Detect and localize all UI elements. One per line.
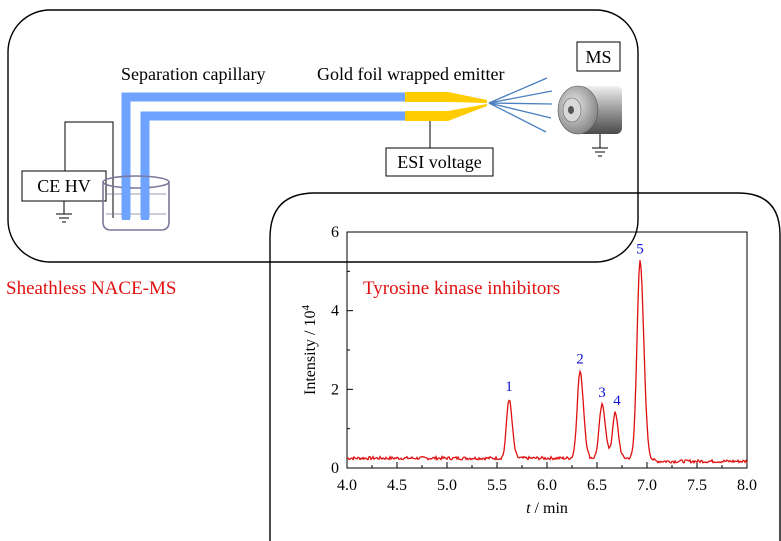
y-tick-label: 6 [331,224,339,241]
capillary-label: Separation capillary [121,64,265,84]
x-tick-label: 6.0 [537,477,557,494]
esi-label: ESI voltage [397,152,481,172]
peak-label: 1 [505,379,513,395]
spray-lines [488,77,553,133]
y-tick-label: 2 [331,381,339,398]
x-axis-label-var: t [526,500,531,517]
x-tick-label: 6.5 [587,477,607,494]
series-line [346,260,748,465]
peak-label: 4 [613,393,621,409]
emitter-label: Gold foil wrapped emitter [317,64,504,84]
cehv-ground-icon [56,201,72,223]
ms-box [576,41,621,72]
setup-caption: Sheathless NACE-MS [6,278,176,299]
axis-tick-labels: 4.0 4.5 5.0 5.5 6.0 6.5 7.0 7.5 8.0 0 2 4 6 [331,224,757,494]
setup-panel [7,9,639,263]
x-tick-label: 7.5 [687,477,707,494]
ms-label: MS [585,47,611,67]
x-axis-label: t / min [526,500,568,517]
chart-panel [269,192,781,541]
x-axis-label-unit: / min [531,500,568,517]
y-tick-label: 4 [331,303,339,320]
separation-capillary [121,92,405,218]
y-axis-label: Intensity / 104 [300,305,319,395]
peak-label: 3 [598,385,606,401]
ms-ground-icon [592,134,608,157]
cehv-box [21,170,107,202]
cehv-label: CE HV [37,176,91,196]
peak-labels: 1 2 3 4 5 [505,242,644,409]
axis-ticks [346,231,748,469]
x-tick-label: 8.0 [737,477,757,494]
x-tick-label: 4.5 [387,477,407,494]
x-tick-label: 5.0 [437,477,457,494]
buffer-vial [102,175,170,231]
cehv-wire [64,121,114,218]
peak-label: 2 [576,352,584,368]
esi-box [385,147,494,177]
x-tick-label: 5.5 [487,477,507,494]
peak-label: 5 [636,242,644,258]
y-axis-label-exp: 4 [300,305,312,311]
x-tick-label: 7.0 [637,477,657,494]
y-axis-label-text: Intensity / 10 [302,311,319,395]
chart-title: Tyrosine kinase inhibitors [363,278,560,299]
gold-emitter [405,92,487,121]
plot-frame [346,231,748,469]
ms-instrument-icon [557,85,622,135]
y-tick-label: 0 [331,460,339,477]
x-tick-label: 4.0 [337,477,357,494]
